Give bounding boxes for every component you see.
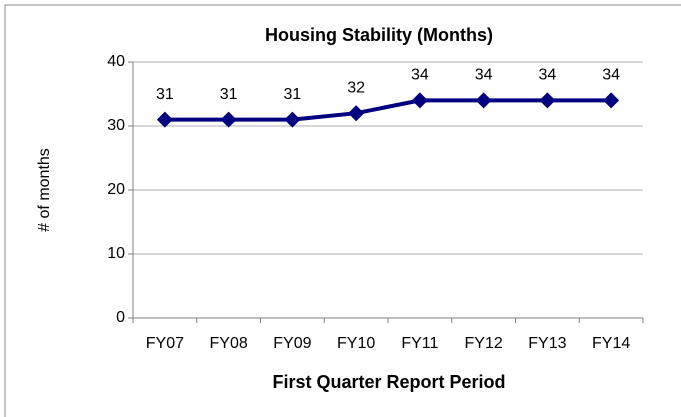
data-line: [164, 98, 612, 122]
data-marker: [348, 105, 365, 122]
data-marker: [539, 92, 556, 109]
x-tick-label: FY07: [146, 335, 184, 352]
data-label: 34: [602, 67, 620, 84]
data-label: 34: [538, 67, 556, 84]
data-label: 34: [411, 67, 429, 84]
x-tick-label: FY13: [528, 335, 566, 352]
chart-frame: [4, 4, 681, 417]
x-axis-label: First Quarter Report Period: [272, 372, 505, 392]
x-tick-label: FY09: [273, 335, 311, 352]
data-marker: [411, 92, 428, 109]
y-tick-label: 30: [107, 117, 125, 134]
x-tick-label: FY14: [592, 335, 630, 352]
data-label: 31: [156, 86, 174, 103]
x-tick-label: FY11: [401, 335, 438, 352]
y-tick-label: 0: [116, 309, 125, 326]
x-tick-label: FY08: [210, 335, 248, 352]
x-tick-label: FY12: [465, 335, 503, 352]
y-tick-label: 40: [107, 53, 125, 70]
data-marker: [475, 92, 492, 109]
y-tick-label: 10: [107, 245, 125, 262]
x-tick-label: FY10: [337, 335, 375, 352]
data-label: 31: [283, 86, 301, 103]
data-marker: [220, 111, 237, 128]
data-label: 32: [347, 79, 365, 96]
y-axis-label: # of months: [36, 148, 53, 232]
data-marker: [284, 111, 301, 128]
data-label: 31: [220, 86, 238, 103]
data-label: 34: [475, 67, 493, 84]
data-marker: [156, 111, 173, 128]
chart-title: Housing Stability (Months): [265, 25, 493, 45]
y-tick-label: 20: [107, 181, 125, 198]
data-marker: [603, 92, 620, 109]
